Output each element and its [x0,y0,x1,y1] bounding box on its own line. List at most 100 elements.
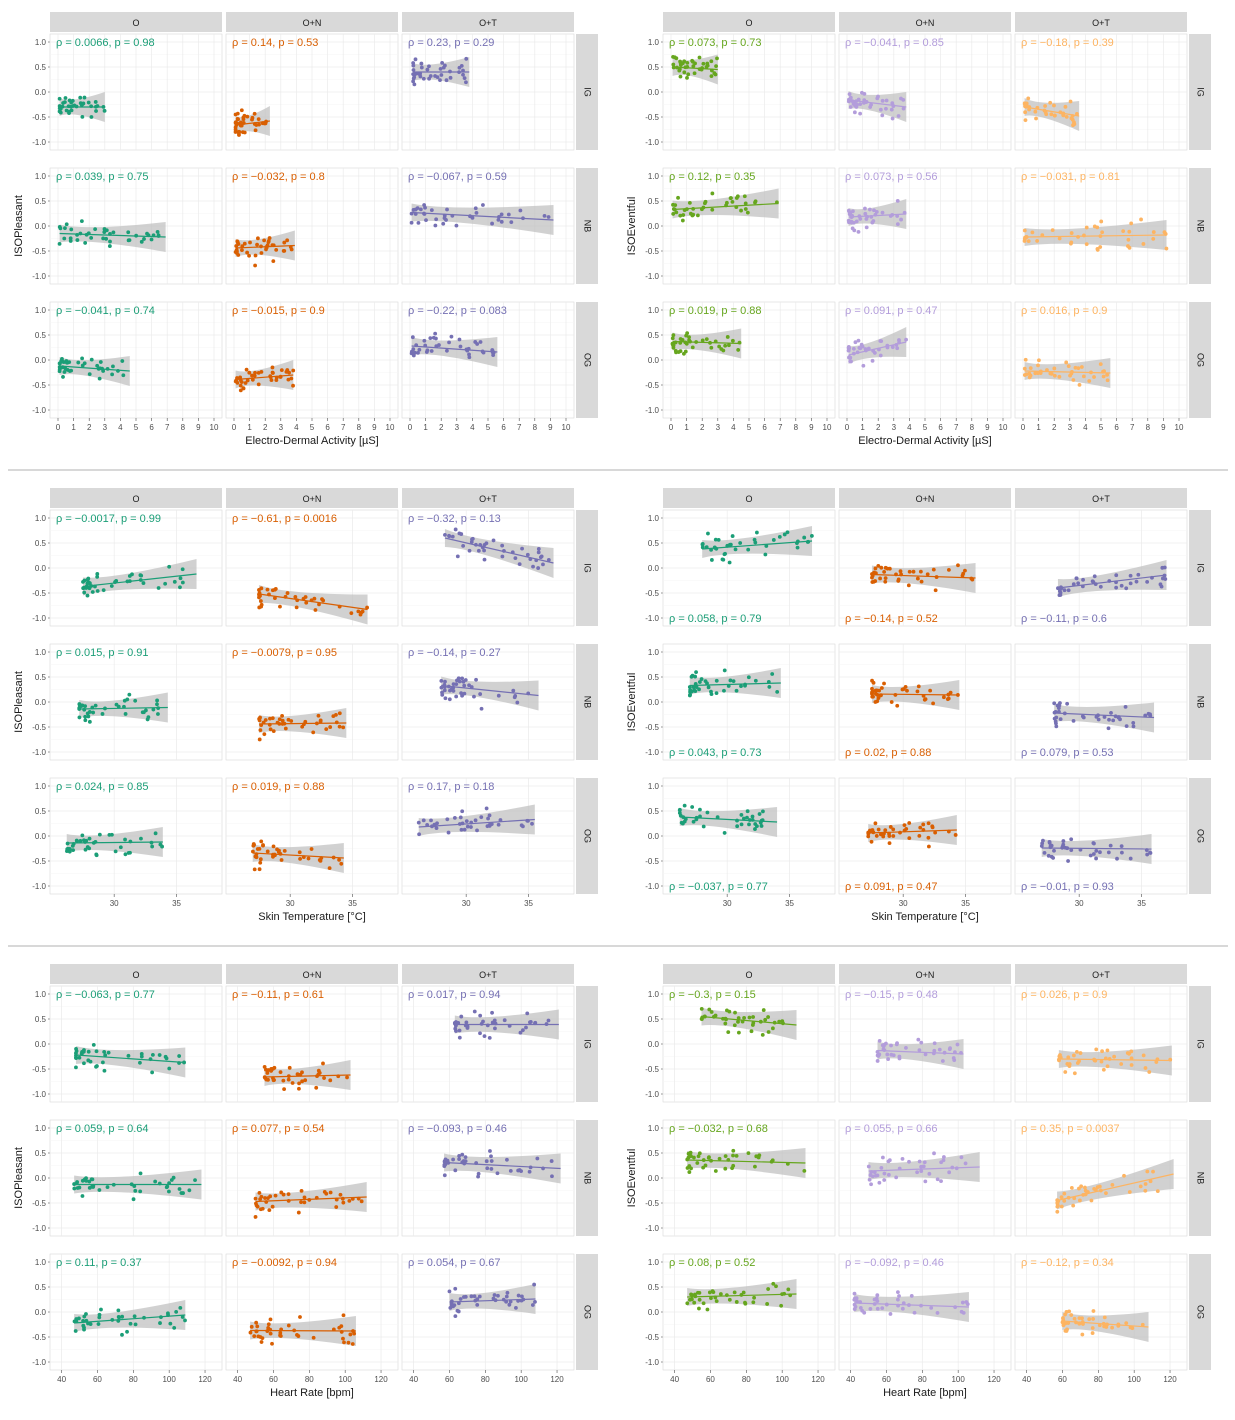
data-point [761,809,765,814]
data-point [290,1081,295,1085]
x-tick-label: 40 [846,1375,855,1384]
data-point [283,726,288,731]
data-point [462,827,467,832]
data-point [1061,839,1066,843]
data-point [1099,219,1104,224]
correlation-annotation: ρ = −0.3, p = 0.15 [669,989,756,1001]
data-point [713,1169,718,1173]
x-tick-label: 2 [700,423,705,432]
correlation-annotation: ρ = −0.22, p = 0.083 [408,305,507,317]
y-tick-label: -1.0 [32,1090,46,1099]
data-point [867,1177,872,1182]
data-point [1104,1191,1108,1196]
data-point [1138,1184,1143,1189]
fit-line [672,66,718,71]
data-point [786,1287,791,1292]
data-point [341,1200,346,1205]
x-tick-label: 4 [1083,423,1088,432]
data-point [71,848,75,853]
data-point [1088,853,1093,858]
fit-line [255,1196,367,1203]
data-point [474,677,478,682]
data-point [469,1294,474,1299]
data-point [481,203,485,207]
data-point [867,207,872,212]
data-point [904,1046,908,1050]
data-point [846,344,851,349]
data-point [445,348,449,353]
data-point [706,531,710,536]
data-point [459,691,464,696]
data-point [247,253,251,258]
data-point [57,241,62,246]
data-point [878,107,883,112]
confidence-band [1057,1159,1174,1210]
y-tick-label: -1.0 [645,748,659,757]
data-point [1057,589,1062,594]
data-point [104,228,109,233]
data-point [1069,1313,1074,1317]
x-tick-label: 10 [823,423,832,432]
data-point [316,713,321,718]
data-point [916,1037,921,1042]
data-point [880,98,885,103]
data-point [880,1155,885,1160]
fit-line [444,537,554,564]
data-point [890,116,895,121]
data-point [923,1052,928,1057]
data-point [1090,1331,1095,1335]
data-point [684,333,689,338]
x-tick-label: 0 [408,423,413,432]
x-tick-label: 7 [341,423,346,432]
data-point [764,544,769,548]
data-point [507,1302,512,1307]
data-point [1069,1186,1074,1190]
data-point [709,345,714,350]
y-tick-label: -0.5 [32,723,46,732]
data-point [873,700,878,704]
data-point [183,1318,187,1323]
data-point [683,349,688,354]
data-point [1077,1198,1082,1203]
data-point [709,692,714,697]
data-point [94,1049,99,1054]
data-point [520,1028,525,1033]
data-point [927,1171,932,1176]
data-point [516,1293,521,1298]
x-tick-label: 60 [93,1375,102,1384]
data-point [1064,114,1069,119]
data-point [706,1156,711,1160]
data-point [911,569,916,574]
data-point [139,239,144,244]
data-point [462,1295,466,1299]
data-point [1114,585,1119,590]
data-point [328,725,333,729]
data-point [1109,711,1113,715]
y-tick-label: 0.0 [35,1040,47,1049]
data-point [69,227,74,232]
x-tick-label: 8 [970,423,975,432]
data-point [897,338,901,342]
data-point [318,718,323,723]
data-point [87,846,92,851]
fit-line [235,244,295,249]
data-point [671,212,676,216]
data-point [901,687,906,691]
fit-line [701,1015,797,1026]
data-point [238,383,243,388]
data-point [1071,378,1076,382]
y-tick-label: -1.0 [645,1090,659,1099]
data-point [915,689,920,694]
data-point [303,1078,308,1083]
data-point [884,106,888,111]
data-point [258,1207,263,1212]
y-tick-label: 1.0 [35,172,47,181]
data-point [775,689,780,694]
data-point [1122,1173,1126,1178]
y-tick-label: 1.0 [35,1124,47,1133]
x-tick-label: 6 [149,423,154,432]
data-point [875,1293,880,1298]
data-point [956,563,960,568]
confidence-band [264,1060,351,1090]
data-point [735,824,740,829]
